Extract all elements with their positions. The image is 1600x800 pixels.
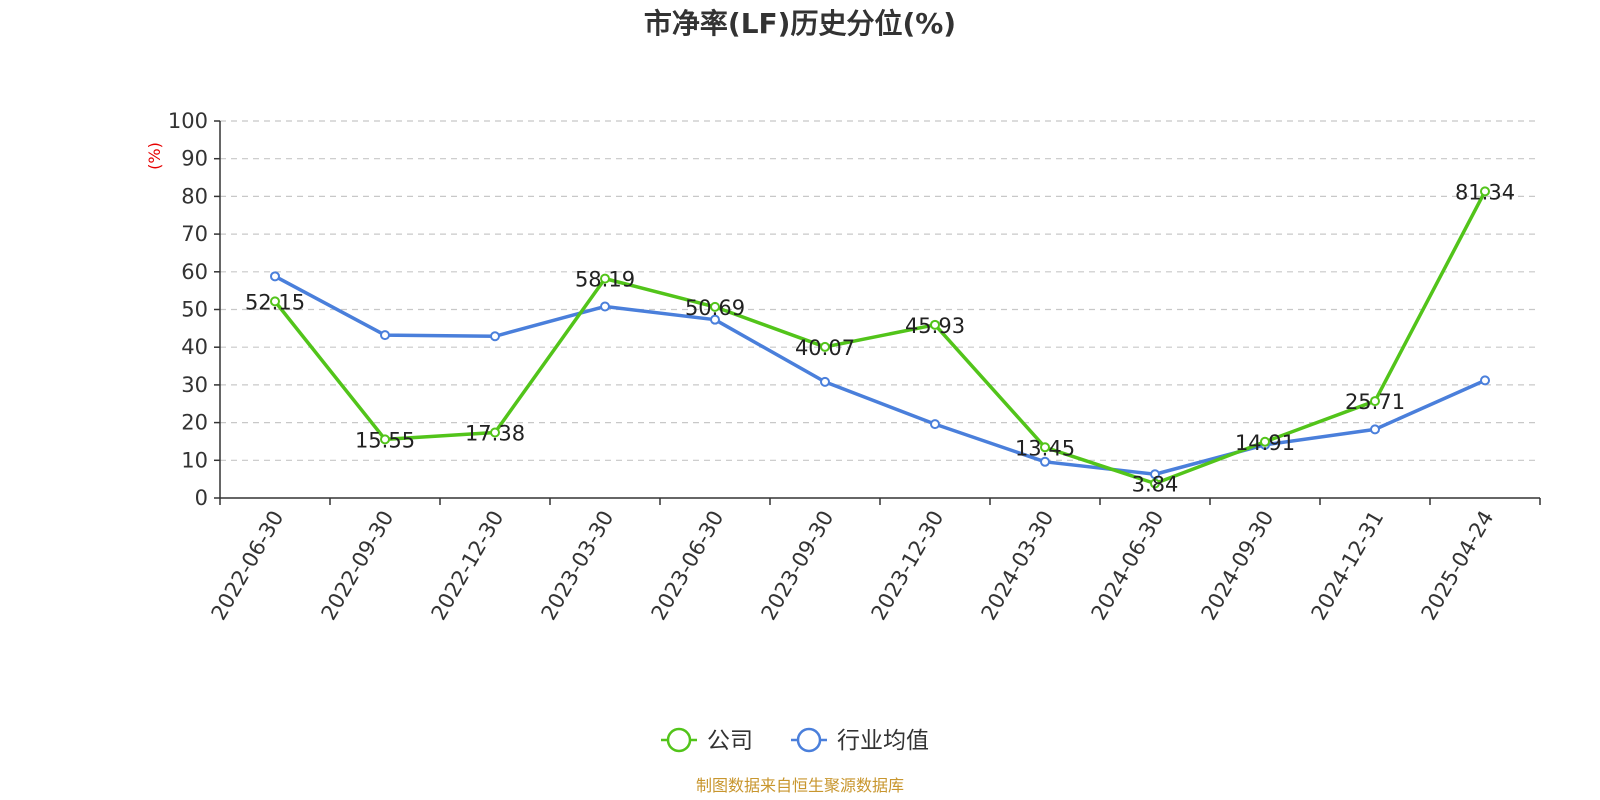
grid-lines xyxy=(220,120,1540,461)
chart-title: 市净率(LF)历史分位(%) xyxy=(644,7,956,40)
data-point[interactable] xyxy=(1040,456,1050,467)
data-point[interactable] xyxy=(1040,442,1050,453)
y-tick-label: 70 xyxy=(181,222,208,246)
x-tick-label: 2023-03-30 xyxy=(537,507,619,625)
data-point[interactable] xyxy=(1150,469,1160,480)
data-point[interactable] xyxy=(490,427,500,438)
data-point[interactable] xyxy=(710,301,720,312)
y-tick-label: 100 xyxy=(168,109,208,133)
data-point[interactable] xyxy=(270,271,280,282)
data-point[interactable] xyxy=(930,319,940,330)
data-label: 58.19 xyxy=(575,268,635,292)
data-label: 14.91 xyxy=(1235,431,1295,455)
legend-label: 行业均值 xyxy=(837,728,929,754)
data-point[interactable] xyxy=(710,314,720,325)
x-tick-label: 2025-04-24 xyxy=(1417,507,1499,625)
data-point[interactable] xyxy=(930,419,940,430)
data-point[interactable] xyxy=(1370,396,1380,407)
x-tick-label: 2024-09-30 xyxy=(1197,507,1279,625)
y-tick-label: 90 xyxy=(181,147,208,171)
data-point[interactable] xyxy=(1480,186,1490,197)
axes: 0 10 20 30 40 50 60 70 80 90 100 2022-06-30 2022-09-… xyxy=(168,109,1541,625)
y-tick-label: 0 xyxy=(195,486,208,510)
x-tick-label: 2024-03-30 xyxy=(977,507,1059,625)
legend-item-company[interactable]: 公司 xyxy=(661,727,753,754)
y-tick-label: 80 xyxy=(181,184,208,208)
data-label: 45.93 xyxy=(905,314,965,338)
y-tick-label: 20 xyxy=(181,411,208,435)
x-tick-label: 2022-09-30 xyxy=(317,507,399,625)
data-point[interactable] xyxy=(270,296,280,307)
data-point[interactable] xyxy=(600,301,610,312)
data-point[interactable] xyxy=(1480,375,1490,386)
data-label: 3.84 xyxy=(1132,473,1179,497)
x-tick-label: 2023-06-30 xyxy=(647,507,729,625)
x-tick-label: 2023-12-30 xyxy=(867,507,949,625)
x-tick-label: 2022-12-30 xyxy=(427,507,509,625)
legend-label: 公司 xyxy=(707,728,753,754)
x-tick-label: 2022-06-30 xyxy=(207,507,289,625)
series-line-industry-average xyxy=(274,274,1486,476)
data-point[interactable] xyxy=(1150,478,1160,489)
data-label: 13.45 xyxy=(1015,436,1075,460)
data-point[interactable] xyxy=(600,273,610,284)
y-tick-label: 60 xyxy=(181,260,208,284)
y-tick-label: 50 xyxy=(181,298,208,322)
data-point[interactable] xyxy=(820,341,830,352)
legend-circle-icon xyxy=(796,727,822,753)
x-tick-label: 2024-12-31 xyxy=(1307,507,1389,625)
legend-item-industry-average[interactable]: 行业均值 xyxy=(791,727,929,754)
data-label: 52.15 xyxy=(245,290,305,314)
data-point[interactable] xyxy=(820,376,830,387)
data-label: 40.07 xyxy=(795,336,855,360)
series-line-company xyxy=(273,190,1487,486)
source-note: 制图数据来自恒生聚源数据库 xyxy=(696,776,904,795)
x-tick-label: 2024-06-30 xyxy=(1087,507,1169,625)
legend[interactable]: 公司 行业均值 xyxy=(661,727,929,754)
data-label: 25.71 xyxy=(1345,390,1405,414)
data-label: 17.38 xyxy=(465,421,525,445)
data-point[interactable] xyxy=(380,330,390,341)
series xyxy=(270,186,1490,489)
data-label: 81.34 xyxy=(1455,180,1515,204)
y-axis-unit: (%) xyxy=(145,142,164,170)
data-labels: 52.15 15.55 17.38 58.19 50.69 40.07 45.93 13.45… xyxy=(245,180,1515,496)
data-point[interactable] xyxy=(380,434,390,445)
data-point[interactable] xyxy=(490,331,500,342)
y-tick-label: 30 xyxy=(181,373,208,397)
y-tick-label: 40 xyxy=(181,335,208,359)
x-tick-label: 2023-09-30 xyxy=(757,507,839,625)
y-tick-label: 10 xyxy=(181,448,208,472)
legend-circle-icon xyxy=(666,727,692,753)
data-point[interactable] xyxy=(1260,436,1270,447)
data-label: 50.69 xyxy=(685,296,745,320)
data-label: 15.55 xyxy=(355,428,415,452)
data-point[interactable] xyxy=(1370,424,1380,435)
